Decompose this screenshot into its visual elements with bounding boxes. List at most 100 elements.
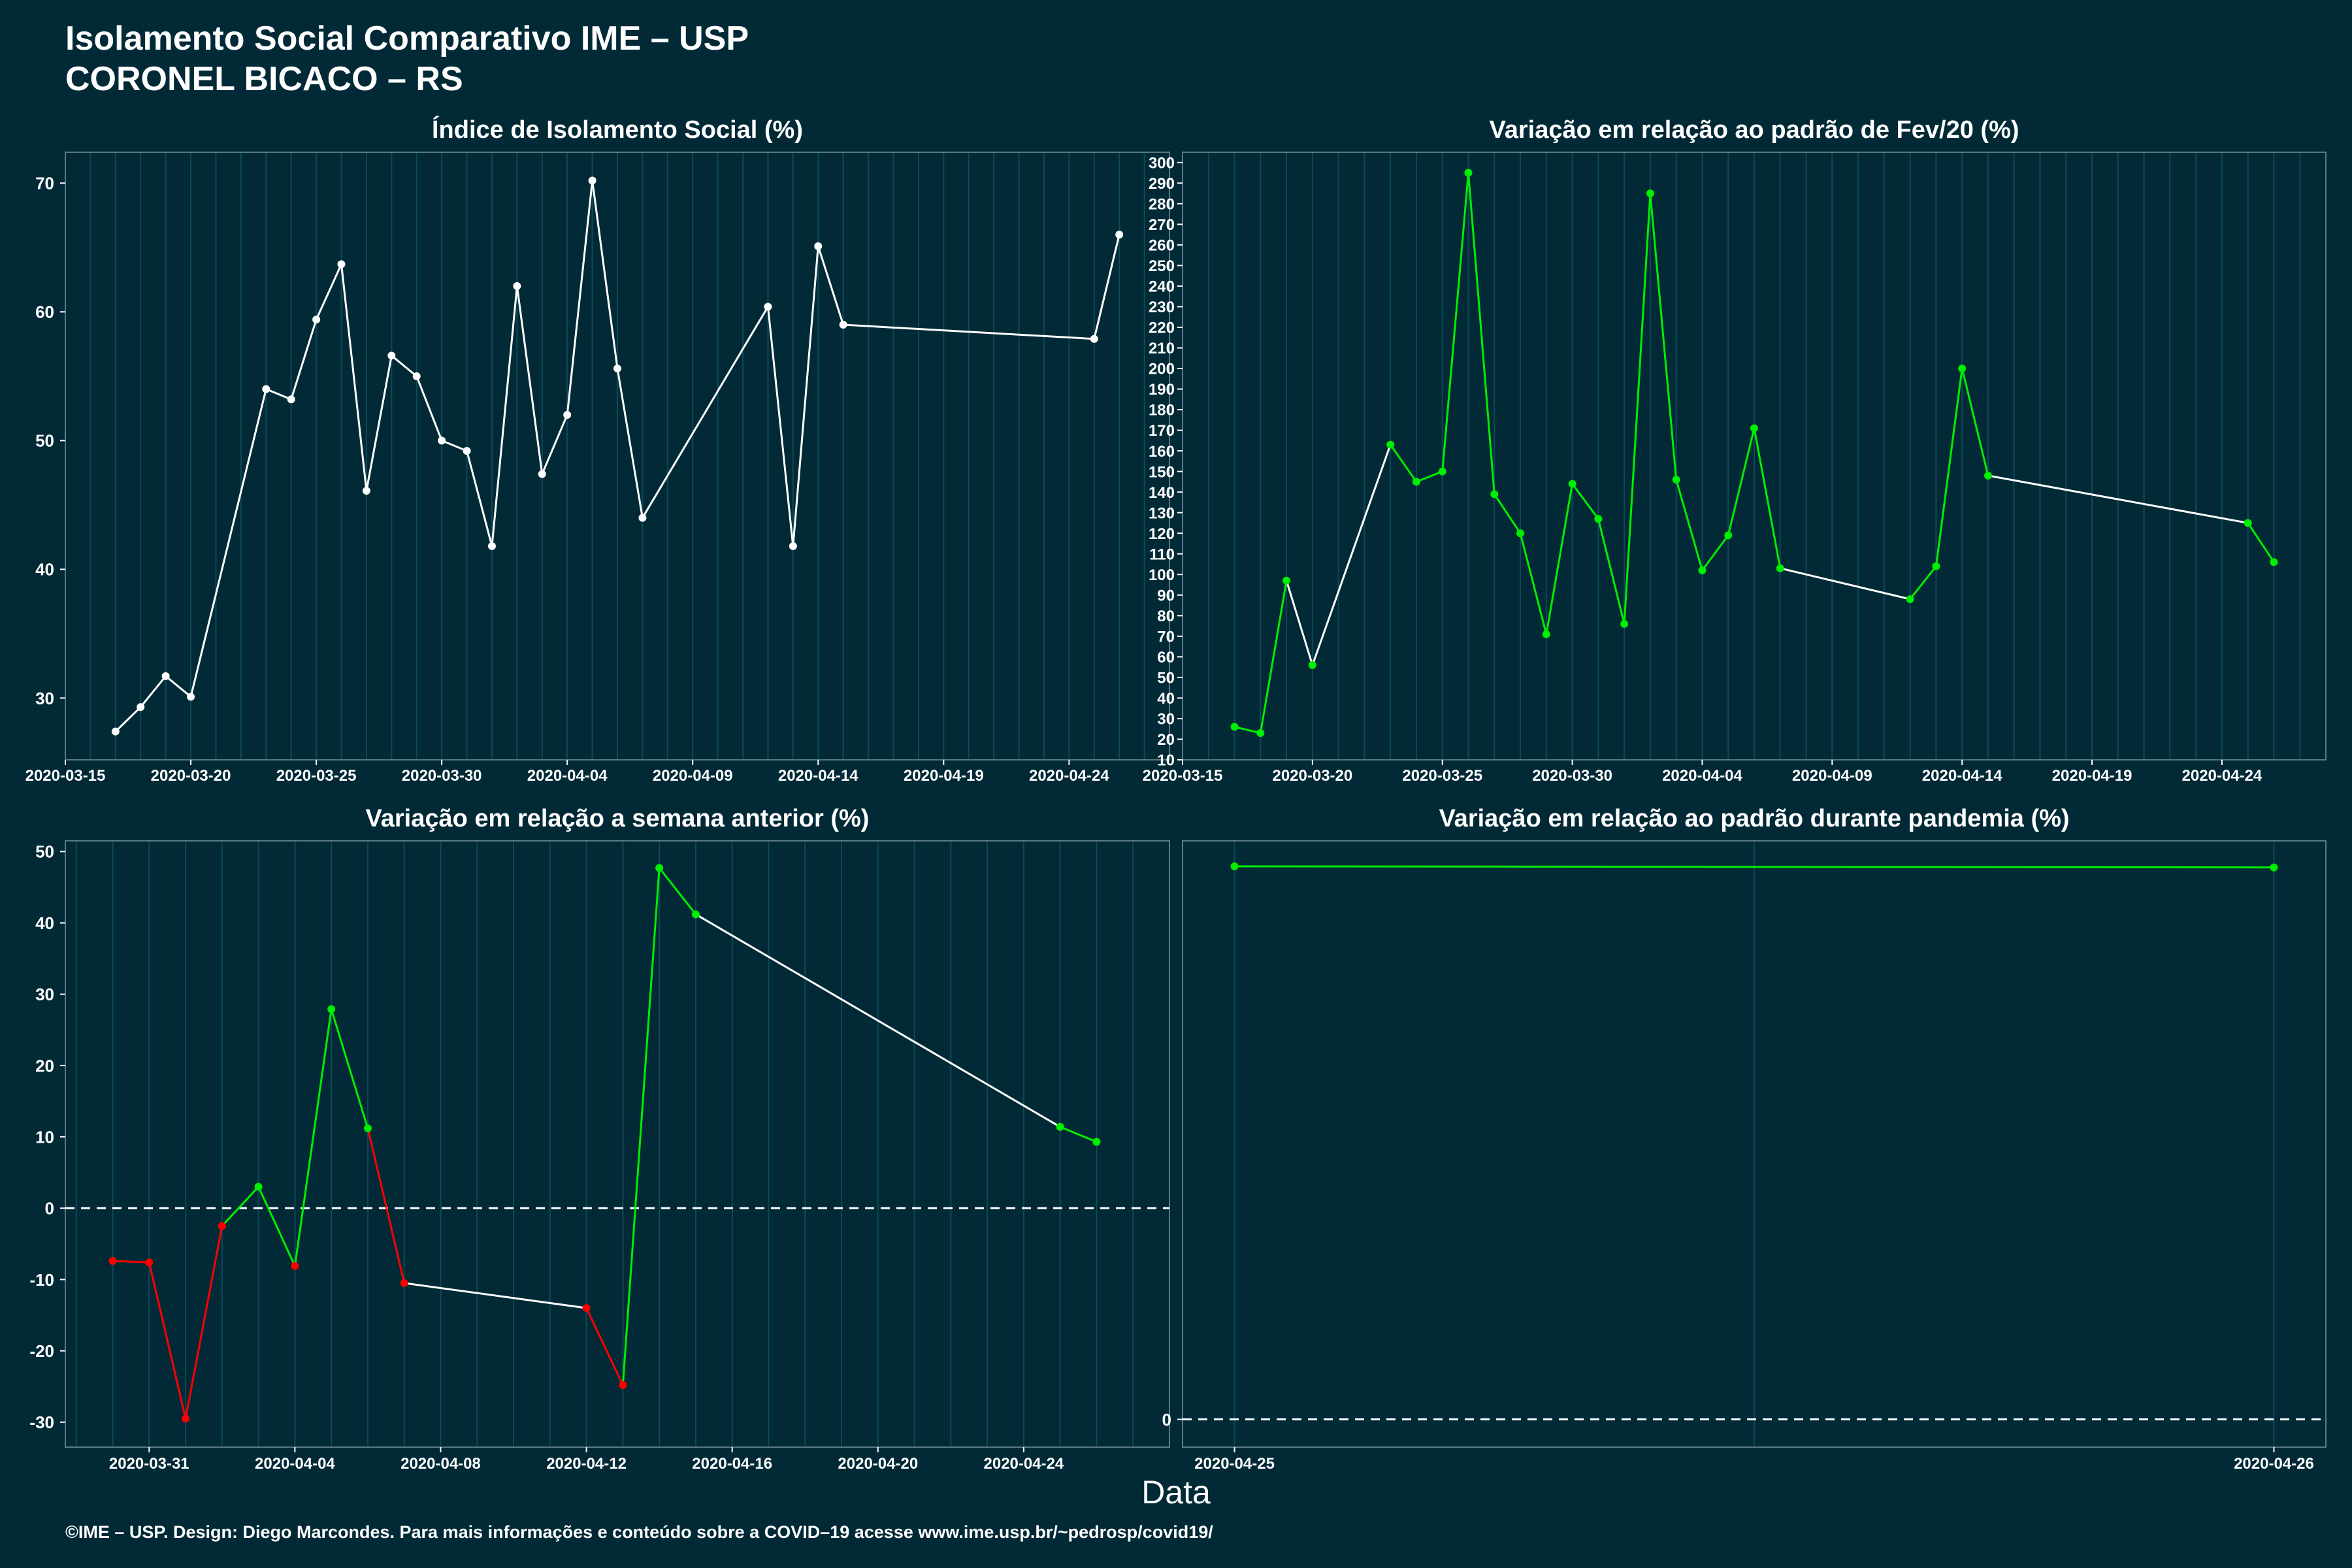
y-tick-label-feb-variation: 230 (1149, 299, 1175, 316)
series-segment-isolation-index (591, 180, 619, 369)
x-tick-label-isolation-index: 2020-04-24 (1029, 767, 1109, 785)
y-tick-label-feb-variation: 160 (1149, 443, 1175, 461)
series-segment-week-variation (1060, 1126, 1098, 1143)
data-point-isolation-index (588, 176, 596, 185)
data-point-isolation-index (613, 365, 621, 373)
panel-title-pandemic-variation: Variação em relação ao padrão durante pa… (1439, 805, 2070, 832)
x-tick-label-feb-variation: 2020-04-04 (1662, 767, 1742, 785)
x-tick-label-week-variation: 2020-04-16 (692, 1455, 772, 1473)
plot-frame-week-variation (65, 840, 1170, 1448)
data-point-isolation-index (438, 436, 446, 445)
series-segment-isolation-index (466, 450, 493, 547)
y-tick-label-feb-variation: 70 (1157, 628, 1175, 645)
series-segment-week-variation (257, 1186, 296, 1267)
data-point-week-variation (218, 1222, 226, 1230)
series-segment-feb-variation (1935, 368, 1963, 566)
series-segment-feb-variation (1909, 565, 1937, 600)
data-point-isolation-index (839, 321, 847, 329)
panel-feb-variation: 10 20 30 40 50 60 70 80 90 100 110 120 130 140 150 160 1… (1143, 152, 2327, 785)
data-point-feb-variation (1386, 440, 1395, 449)
y-tick-label-isolation-index: 70 (35, 174, 54, 193)
series-segment-isolation-index (792, 246, 819, 547)
series-segment-isolation-index (189, 389, 267, 697)
y-tick-label-isolation-index: 40 (35, 560, 54, 580)
series-segment-isolation-index (340, 264, 368, 491)
y-tick-label-week-variation: 10 (35, 1127, 54, 1147)
series-segment-feb-variation (1727, 428, 1756, 536)
data-point-isolation-index (187, 693, 195, 701)
y-tick-label-week-variation: 40 (35, 913, 54, 933)
y-tick-label-feb-variation: 140 (1149, 484, 1175, 502)
x-tick-label-isolation-index: 2020-04-19 (904, 767, 984, 785)
x-tick-label-feb-variation: 2020-04-14 (1922, 767, 2002, 785)
y-tick-label-feb-variation: 210 (1149, 340, 1175, 357)
y-tick-label-feb-variation: 100 (1149, 566, 1175, 584)
plot-frame-isolation-index (65, 152, 1170, 760)
data-point-isolation-index (337, 260, 346, 269)
y-tick-label-isolation-index: 50 (35, 431, 54, 451)
y-tick-label-week-variation: -20 (29, 1341, 54, 1361)
panel-isolation-index: 30 40 50 60 70 2020-03-15 2020-03-20 2020-03-25… (25, 152, 1170, 785)
data-point-week-variation (400, 1279, 408, 1287)
series-segment-feb-variation (1780, 567, 1910, 600)
data-point-isolation-index (287, 395, 295, 404)
panel-title-isolation-index: Índice de Isolamento Social (%) (431, 116, 803, 144)
location-title: CORONEL BICACO – RS (65, 60, 463, 98)
data-point-week-variation (327, 1005, 336, 1013)
series-segment-feb-variation (1545, 483, 1574, 634)
y-tick-label-feb-variation: 220 (1149, 319, 1175, 337)
data-point-feb-variation (1542, 630, 1550, 638)
data-point-week-variation (1056, 1122, 1064, 1131)
y-tick-label-feb-variation: 10 (1157, 752, 1175, 770)
series-segment-feb-variation (1259, 580, 1288, 734)
series-segment-feb-variation (1571, 483, 1599, 520)
panel-pandemic-variation: 0 2020-04-25 2020-04-26 (1162, 840, 2327, 1473)
y-tick-label-week-variation: 50 (35, 842, 54, 862)
data-point-feb-variation (1412, 478, 1420, 486)
data-point-feb-variation (1308, 661, 1316, 669)
series-segment-feb-variation (1234, 726, 1261, 734)
y-tick-label-feb-variation: 110 (1149, 546, 1175, 563)
data-point-week-variation (108, 1257, 117, 1266)
series-segment-feb-variation (1389, 444, 1418, 483)
y-tick-label-feb-variation: 40 (1157, 690, 1175, 708)
y-tick-label-pandemic-variation: 0 (1162, 1410, 1171, 1429)
data-point-week-variation (655, 864, 664, 872)
series-segment-week-variation (695, 913, 1061, 1128)
data-point-isolation-index (161, 672, 170, 680)
data-point-isolation-index (513, 282, 521, 290)
y-tick-label-isolation-index: 60 (35, 302, 54, 322)
series-segment-isolation-index (165, 675, 191, 698)
y-tick-label-feb-variation: 190 (1149, 381, 1175, 399)
y-tick-label-feb-variation: 180 (1149, 402, 1175, 419)
series-segment-feb-variation (1623, 193, 1652, 625)
y-tick-label-feb-variation: 260 (1149, 237, 1175, 255)
data-point-feb-variation (1620, 619, 1629, 628)
series-segment-week-variation (184, 1226, 223, 1419)
data-point-isolation-index (1090, 335, 1098, 343)
data-point-pandemic-variation (2270, 863, 2278, 872)
x-tick-label-week-variation: 2020-04-24 (984, 1455, 1064, 1473)
series-segment-isolation-index (766, 306, 794, 547)
series-segment-isolation-index (515, 286, 544, 474)
data-point-feb-variation (1256, 729, 1265, 738)
series-segment-pandemic-variation (1234, 865, 2274, 869)
data-point-isolation-index (638, 514, 647, 522)
x-tick-label-pandemic-variation: 2020-04-25 (1194, 1455, 1275, 1473)
data-point-feb-variation (2270, 558, 2278, 566)
series-segment-feb-variation (1961, 368, 1989, 476)
data-point-feb-variation (1906, 595, 1914, 604)
x-tick-label-feb-variation: 2020-04-19 (2052, 767, 2132, 785)
data-point-feb-variation (2244, 519, 2252, 527)
data-point-week-variation (254, 1183, 263, 1191)
data-point-feb-variation (1568, 480, 1576, 488)
y-tick-label-feb-variation: 20 (1157, 731, 1175, 749)
x-tick-label-isolation-index: 2020-03-30 (402, 767, 482, 785)
y-tick-label-week-variation: 20 (35, 1056, 54, 1075)
data-point-week-variation (291, 1262, 299, 1270)
data-point-isolation-index (1115, 231, 1124, 239)
y-tick-label-feb-variation: 170 (1149, 422, 1175, 440)
x-axis-label: Data (1141, 1474, 1211, 1511)
data-point-week-variation (582, 1304, 591, 1313)
data-point-isolation-index (563, 410, 572, 419)
